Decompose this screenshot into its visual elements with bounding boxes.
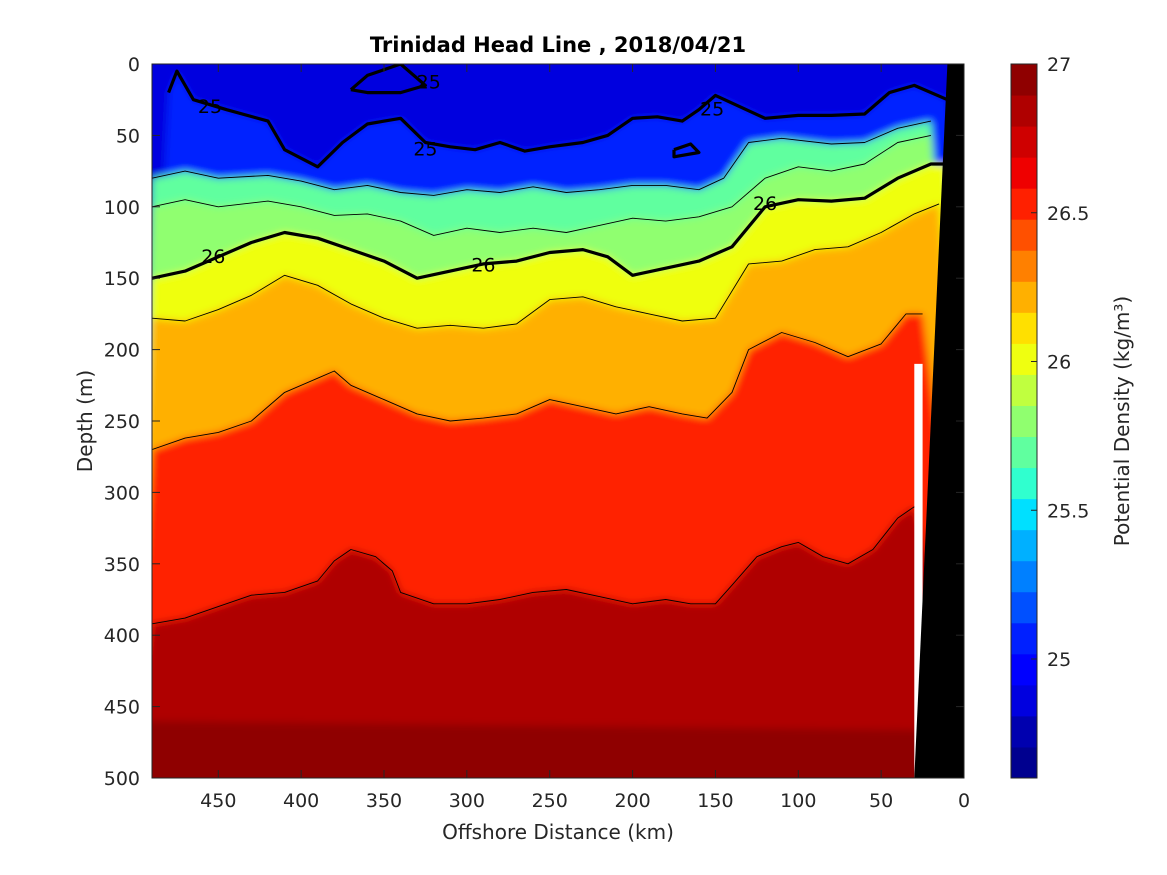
y-axis: 0 50 100 150 200 250 300 350 400 450 500	[104, 54, 964, 790]
colorbar-swatch	[1011, 157, 1037, 189]
colorbar-swatch	[1011, 498, 1037, 531]
colorbar-swatch	[1011, 715, 1037, 748]
contour-labels: 25 25 25 25 26 26 26	[198, 72, 777, 277]
x-tick-label: 200	[614, 790, 650, 812]
contour-label-25: 25	[198, 96, 222, 118]
colorbar-swatch	[1011, 188, 1037, 220]
colorbar-swatch	[1011, 219, 1037, 251]
colorbar-swatch	[1011, 622, 1037, 655]
isopycnal-25	[349, 64, 427, 95]
x-tick-label: 450	[200, 790, 236, 812]
colorbar-swatch	[1011, 95, 1037, 127]
isopycnal-25	[167, 69, 949, 169]
land-mask	[914, 64, 964, 778]
colorbar-tick-label: 27	[1047, 54, 1071, 76]
y-axis-label: Depth (m)	[73, 370, 97, 472]
x-tick-label: 150	[697, 790, 733, 812]
land-area	[914, 64, 964, 778]
x-tick-label: 250	[532, 790, 568, 812]
x-tick-label: 50	[869, 790, 893, 812]
colorbar-frame	[1010, 63, 1038, 779]
band-deep	[152, 721, 964, 778]
colorbar-swatch	[1011, 343, 1037, 375]
colorbar-ticks: 25 25.5 26 26.5 27	[1031, 54, 1089, 671]
colorbar-tick-label: 26	[1047, 352, 1071, 374]
colorbar-swatch	[1011, 64, 1037, 96]
isopycnal-26.2	[152, 203, 940, 329]
x-tick-label: 400	[283, 790, 319, 812]
isopycnal-lines	[152, 64, 949, 625]
isopycnal-25	[672, 142, 701, 159]
y-tick-label: 300	[104, 482, 140, 504]
colorbar-swatch	[1011, 405, 1037, 438]
contour-label-25: 25	[417, 72, 441, 94]
colorbar-tick-label: 25	[1047, 649, 1071, 671]
isopycnal-26.8	[152, 506, 915, 625]
contour-label-25: 25	[700, 99, 724, 121]
colorbar-swatch	[1011, 250, 1037, 282]
x-tick-label: 300	[449, 790, 485, 812]
contour-label-26: 26	[753, 193, 777, 215]
y-tick-label: 450	[104, 697, 140, 719]
y-tick-label: 150	[104, 268, 140, 290]
colorbar	[1010, 63, 1038, 779]
density-fill	[152, 64, 964, 778]
colorbar-swatch	[1011, 126, 1037, 158]
colorbar-swatch	[1011, 591, 1037, 624]
y-tick-label: 100	[104, 197, 140, 219]
colorbar-swatch	[1011, 467, 1037, 500]
colorbar-label: Potential Density (kg/m³)	[1110, 296, 1134, 547]
isopycnal-25.6	[152, 120, 931, 196]
colorbar-swatch	[1011, 374, 1037, 406]
y-tick-label: 50	[116, 125, 140, 147]
y-tick-label: 250	[104, 411, 140, 433]
contour-label-26: 26	[471, 254, 495, 276]
colorbar-swatch	[1011, 312, 1037, 344]
colorbar-swatch	[1011, 684, 1037, 717]
colorbar-swatch	[1011, 560, 1037, 593]
colorbar-swatch	[1011, 746, 1037, 779]
isopycnal-26	[152, 162, 948, 280]
y-tick-label: 350	[104, 554, 140, 576]
isopycnal-25.8	[152, 134, 931, 236]
x-axis-label: Offshore Distance (km)	[442, 820, 674, 844]
isopycnal-26.5	[152, 313, 923, 451]
band-26.8	[152, 506, 964, 778]
x-axis: 450 400 350 300 250 200 150 100 50 0	[200, 64, 970, 812]
chart-title: Trinidad Head Line , 2018/04/21	[370, 33, 746, 57]
y-tick-label: 500	[104, 768, 140, 790]
x-tick-label: 0	[958, 790, 970, 812]
density-bands	[152, 64, 964, 778]
colorbar-tick-label: 26.5	[1047, 203, 1089, 225]
x-tick-label: 350	[366, 790, 402, 812]
plot-area: 25 25 25 25 26 26 26	[152, 64, 964, 778]
y-tick-label: 400	[104, 625, 140, 647]
contour-label-25: 25	[413, 139, 437, 161]
colorbar-swatch	[1011, 436, 1037, 469]
contour-label-26: 26	[201, 246, 225, 268]
y-tick-label: 0	[128, 54, 140, 76]
colorbar-tick-label: 25.5	[1047, 500, 1089, 522]
colorbar-swatch	[1011, 281, 1037, 313]
colorbar-swatch	[1011, 529, 1037, 562]
x-tick-label: 100	[780, 790, 816, 812]
y-tick-label: 200	[104, 340, 140, 362]
